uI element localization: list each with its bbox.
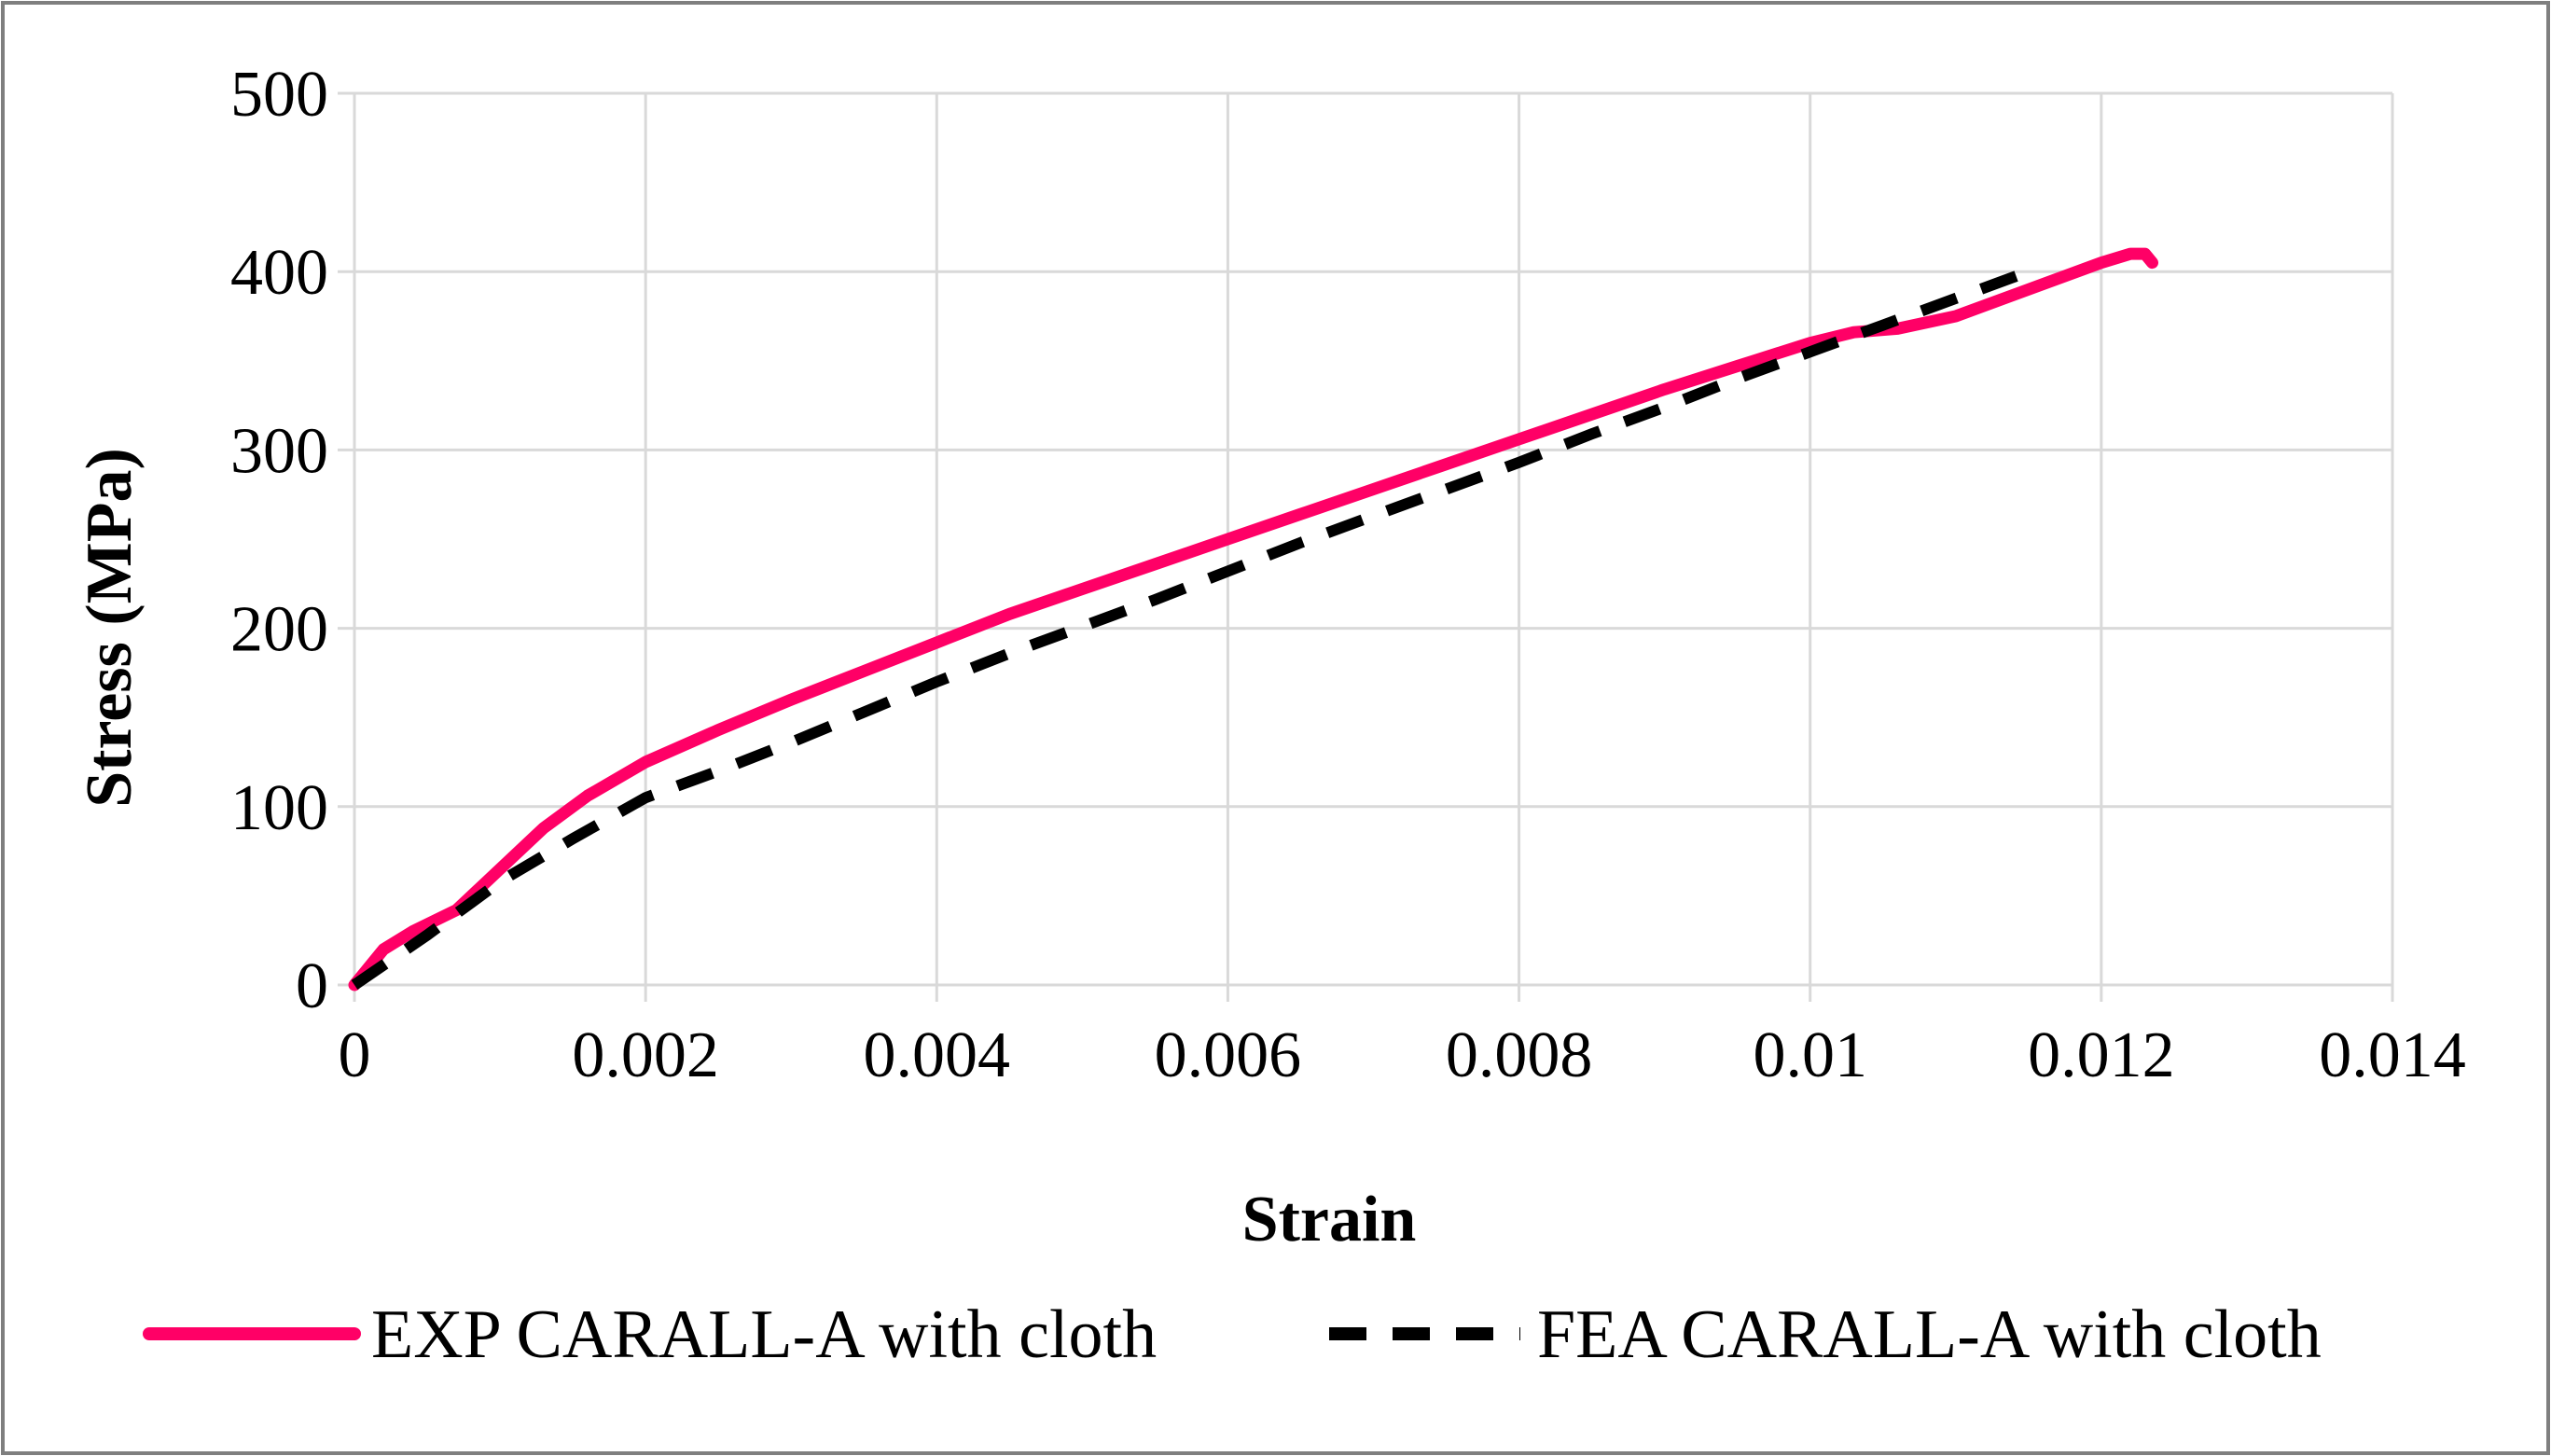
legend-fea-label: FEA CARALL-A with cloth [1537, 1297, 2322, 1373]
tick-labels: 0 0.002 0.004 0.006 0.008 0.01 0.012 0.014 0 100 2… [230, 59, 2466, 1091]
x-axis-title: Strain [1242, 1184, 1417, 1255]
axes [338, 91, 2394, 1002]
x-tick-label: 0 [339, 1019, 371, 1091]
x-tick-label: 0.002 [572, 1019, 719, 1091]
x-tick-label: 0.014 [2319, 1019, 2466, 1091]
series-fea-line [351, 266, 2031, 990]
x-tick-label: 0.008 [1446, 1019, 1593, 1091]
series-exp-line [348, 247, 2158, 991]
y-tick-label: 100 [230, 772, 328, 844]
y-tick-label: 300 [230, 415, 328, 487]
legend-exp-label: EXP CARALL-A with cloth [371, 1297, 1157, 1373]
x-tick-label: 0.006 [1155, 1019, 1302, 1091]
y-tick-label: 200 [230, 594, 328, 666]
y-tick-label: 400 [230, 237, 328, 309]
y-tick-label: 0 [296, 950, 328, 1022]
gridlines [354, 91, 2394, 985]
x-tick-label: 0.01 [1753, 1019, 1867, 1091]
series-lines [348, 247, 2158, 991]
legend: EXP CARALL-A with cloth FEA CARALL-A wit… [143, 1297, 2322, 1373]
y-axis-title: Stress (MPa) [74, 448, 146, 808]
x-tick-label: 0.004 [864, 1019, 1011, 1091]
x-tick-label: 0.012 [2028, 1019, 2175, 1091]
y-tick-label: 500 [230, 59, 328, 131]
